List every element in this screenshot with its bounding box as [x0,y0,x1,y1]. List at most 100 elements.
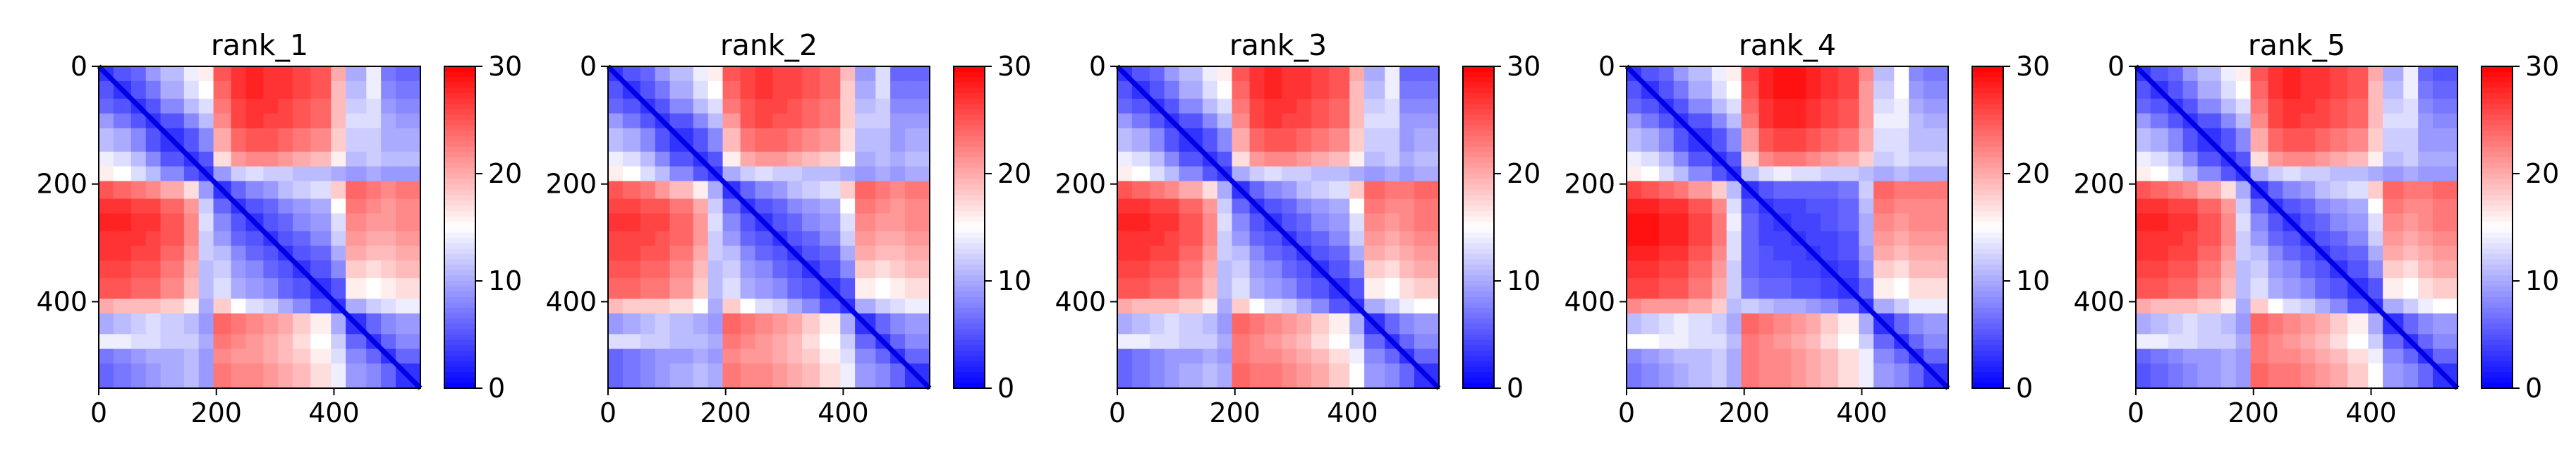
heatmap-cell [2300,80,2316,100]
heatmap-cell [1741,66,1760,82]
colorbar-segment [2481,189,2513,196]
heatmap-cell [1131,151,1150,167]
heatmap-cell [1117,260,1133,279]
colorbar-segment [1972,366,2003,373]
heatmap-cell [669,363,694,389]
heatmap-cell [1217,181,1233,200]
colorbar-segment [954,195,985,201]
heatmap-cell [366,198,382,215]
heatmap-cell [113,151,132,167]
heatmap-cell [2136,80,2151,100]
heatmap-cell [2347,80,2369,100]
heatmap-cell [2368,66,2383,82]
heatmap-cell [2368,113,2383,129]
x-tick-label: 200 [1718,397,1770,428]
heatmap-cell [2315,349,2331,364]
colorbar-tick-label: 20 [2525,158,2559,189]
colorbar-segment [1972,248,2003,255]
heatmap-cell [395,98,421,114]
heatmap-cell [1131,260,1150,279]
heatmap-cell [1329,181,1350,200]
heatmap-cell [263,113,279,129]
heatmap-cell [1202,113,1218,129]
colorbar-segment [954,286,985,292]
heatmap-cell [310,198,332,215]
heatmap-cell [1859,246,1874,261]
heatmap-cell [2383,66,2404,82]
colorbar-segment [954,66,985,73]
heatmap-cell [1894,113,1909,129]
heatmap-cell [278,181,293,200]
heatmap-cell [1658,231,1675,246]
heatmap-cell [2330,213,2348,232]
heatmap-cell [2250,113,2269,129]
heatmap-cell [1821,98,1839,114]
colorbar-segment [2481,296,2513,303]
heatmap-cell [1838,246,1859,261]
heatmap-cell [1202,363,1218,389]
colorbar-segment [1463,71,1494,78]
heatmap-cell [904,151,930,167]
heatmap-cell [1217,66,1233,82]
heatmap-cell [1329,349,1350,364]
heatmap-cell [395,231,421,246]
heatmap-cell [640,80,656,100]
heatmap-cell [787,278,803,299]
heatmap-cell [640,363,656,389]
heatmap-cell [1838,181,1859,200]
heatmap-cell [1711,128,1727,152]
heatmap-cell [1364,80,1385,100]
heatmap-cell [331,363,346,389]
heatmap-cell [346,151,367,167]
heatmap-cell [1658,66,1675,82]
colorbar-segment [2481,114,2513,121]
colorbar-segment [444,184,475,191]
heatmap-cell [1179,181,1203,200]
heatmap-cell [1627,166,1642,182]
heatmap-cell [2418,313,2434,335]
heatmap-cell [213,313,232,335]
heatmap-cell [2368,231,2383,246]
colorbar-segment [1972,291,2003,298]
heatmap-cell [310,246,332,261]
heatmap-cell [2235,278,2252,299]
heatmap-cell [669,260,694,279]
heatmap-cell [160,166,185,182]
heatmap-cell [293,181,311,200]
colorbar-segment [444,302,475,308]
heatmap-cell [669,213,694,232]
colorbar-segment [444,157,475,164]
heatmap-cell [198,363,214,389]
heatmap-cell [331,213,346,232]
heatmap-cell [2432,151,2458,167]
heatmap-cell [366,151,382,167]
colorbar-segment [444,211,475,217]
colorbar-segment [2481,227,2513,234]
heatmap-cell [1264,113,1283,129]
heatmap-cell [1791,98,1806,114]
heatmap-cell [2150,231,2169,246]
heatmap-cell [2197,231,2222,246]
colorbar-segment [954,335,985,341]
colorbar-segment [954,308,985,314]
heatmap-cell [820,198,841,215]
heatmap-cell [890,80,906,100]
colorbar-segment [2481,66,2513,73]
heatmap-cell [160,98,185,114]
heatmap-cell [1923,246,1949,261]
heatmap-cell [278,278,293,299]
heatmap-cell [99,128,114,152]
heatmap-cell [366,299,382,314]
heatmap-cell [2150,246,2169,261]
heatmap-cell [1688,278,1713,299]
heatmap-cell [1688,66,1713,82]
heatmap-cell [772,98,788,114]
heatmap-cell [622,128,641,152]
heatmap-cell [1641,231,1660,246]
heatmap-cell [1726,98,1742,114]
heatmap-cell [198,198,214,215]
heatmap-cell [381,198,396,215]
heatmap-cell [310,213,332,232]
heatmap-cell [381,246,396,261]
heatmap-cell [693,213,709,232]
